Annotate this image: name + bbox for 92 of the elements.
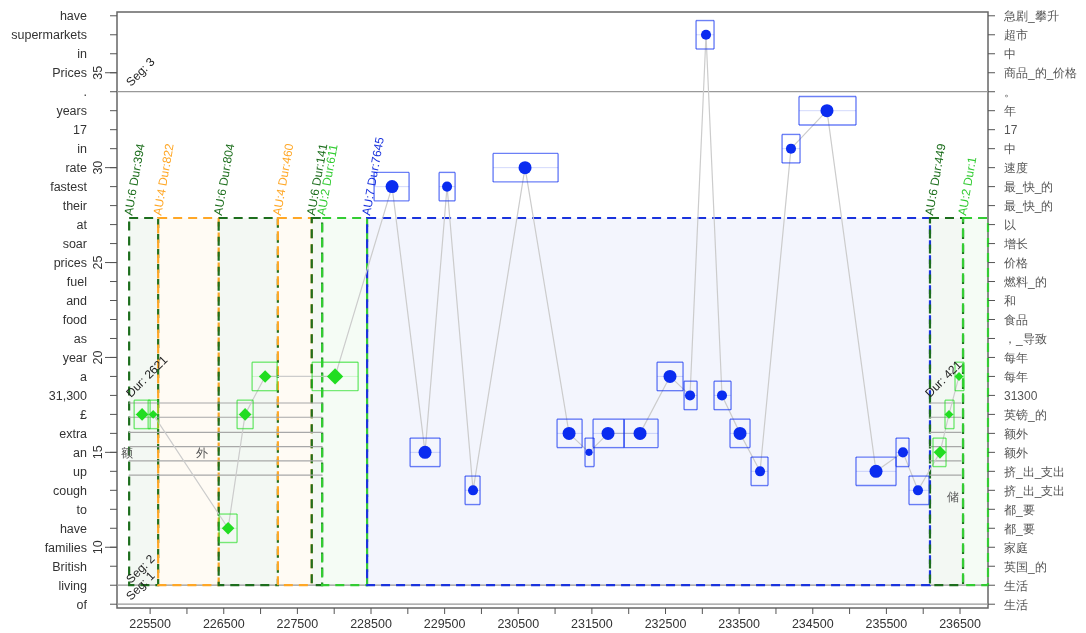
x-tick-label: 235500	[865, 617, 908, 631]
x-tick-label: 226500	[202, 617, 245, 631]
x-tick-label: 232500	[644, 617, 687, 631]
category-label: 。	[1004, 85, 1016, 100]
band-label: AU:6 Dur:804	[210, 142, 238, 217]
category-label: 每年	[1004, 350, 1028, 365]
category-label: supermarkets	[11, 28, 87, 43]
category-label: 都_要	[1004, 502, 1035, 517]
band-label: AU:4 Dur:460	[270, 142, 297, 217]
y-tick-label: 20	[91, 350, 105, 365]
x-tick-label: 233500	[718, 617, 761, 631]
category-label: ，_导致	[1004, 331, 1047, 346]
category-label: 最_快_的	[1004, 180, 1054, 195]
category-label: 年	[1004, 104, 1016, 119]
category-label: and	[66, 294, 87, 309]
category-label: cough	[52, 483, 87, 498]
x-tick-label: 229500	[423, 617, 466, 631]
category-label: 额外	[1004, 445, 1028, 460]
x-tick-label: 227500	[276, 617, 319, 631]
category-label: 商品_的_价格	[1004, 66, 1078, 81]
category-label: 燃料_的	[1004, 275, 1047, 290]
category-label: 31,300	[48, 388, 87, 403]
category-label: as	[73, 331, 87, 346]
y-tick-label: 25	[91, 255, 105, 270]
category-label: British	[52, 559, 87, 574]
category-label: 英镑_的	[1004, 407, 1047, 422]
x-tick-label: 230500	[497, 617, 540, 631]
category-label: 31300	[1004, 388, 1038, 403]
x-tick-label: 236500	[939, 617, 981, 631]
x-tick-label: 228500	[350, 617, 392, 631]
category-label: up	[73, 464, 87, 479]
category-label: 中	[1004, 142, 1016, 157]
category-label: at	[76, 218, 87, 233]
category-label: fastest	[50, 180, 87, 195]
annotation: 储	[947, 490, 959, 504]
x-tick-label: 231500	[571, 617, 613, 631]
annotation: 外	[196, 446, 208, 460]
category-label: Prices	[52, 66, 87, 81]
category-label: of	[76, 597, 87, 612]
category-label: 生活	[1004, 597, 1028, 612]
y-tick-label: 30	[91, 160, 105, 175]
category-label: years	[56, 104, 87, 119]
category-label: 生活	[1004, 578, 1028, 593]
y-tick-label: 10	[91, 540, 105, 555]
category-label: to	[76, 502, 87, 517]
annotation: 额	[121, 446, 133, 460]
category-label: 增长	[1004, 237, 1028, 252]
category-label: 每年	[1004, 369, 1028, 384]
category-label: soar	[62, 237, 87, 252]
band-label: AU:2 Dur:1	[955, 155, 980, 217]
category-label: 价格	[1004, 256, 1028, 271]
category-label: 以	[1004, 218, 1016, 233]
x-tick-label: 234500	[791, 617, 834, 631]
y-tick-label: 35	[91, 65, 105, 80]
category-label: 最_快_的	[1004, 199, 1054, 214]
category-label: living	[58, 578, 87, 593]
band-label: AU:6 Dur:394	[121, 142, 148, 217]
category-label: in	[77, 47, 87, 62]
category-label: .	[83, 85, 87, 100]
category-label: 都_要	[1004, 521, 1035, 536]
category-label: 英国_的	[1004, 559, 1047, 574]
category-label: 17	[73, 123, 87, 138]
category-label: 食品	[1004, 312, 1028, 327]
category-label: rate	[65, 161, 87, 176]
category-label: 速度	[1004, 161, 1028, 176]
y-tick-label: 15	[91, 445, 105, 460]
category-label: have	[59, 521, 87, 536]
category-label: have	[59, 9, 87, 24]
band-label: AU:4 Dur:822	[150, 142, 177, 217]
category-label: year	[62, 350, 87, 365]
category-label: 中	[1004, 47, 1016, 62]
category-label: 17	[1004, 123, 1018, 138]
category-label: extra	[59, 426, 87, 441]
category-label: in	[77, 142, 87, 157]
category-label: an	[73, 445, 87, 460]
category-label: 和	[1004, 294, 1016, 309]
category-label: 挤_出_支出	[1004, 483, 1066, 498]
category-label: a	[80, 369, 87, 384]
category-label: food	[62, 312, 87, 327]
category-label: fuel	[66, 275, 87, 290]
category-label: 挤_出_支出	[1004, 464, 1066, 479]
category-label: 家庭	[1004, 540, 1028, 555]
category-label: 急剧_攀升	[1004, 9, 1059, 24]
category-label: £	[80, 407, 87, 422]
category-label: their	[62, 199, 87, 214]
category-label: prices	[53, 256, 87, 271]
annotation: Seg: 3	[123, 54, 158, 90]
category-label: 超市	[1004, 28, 1028, 43]
x-tick-label: 225500	[129, 617, 172, 631]
band-label: AU:7 Dur:7645	[359, 135, 387, 217]
category-label: families	[44, 540, 87, 555]
category-label: 额外	[1004, 426, 1028, 441]
